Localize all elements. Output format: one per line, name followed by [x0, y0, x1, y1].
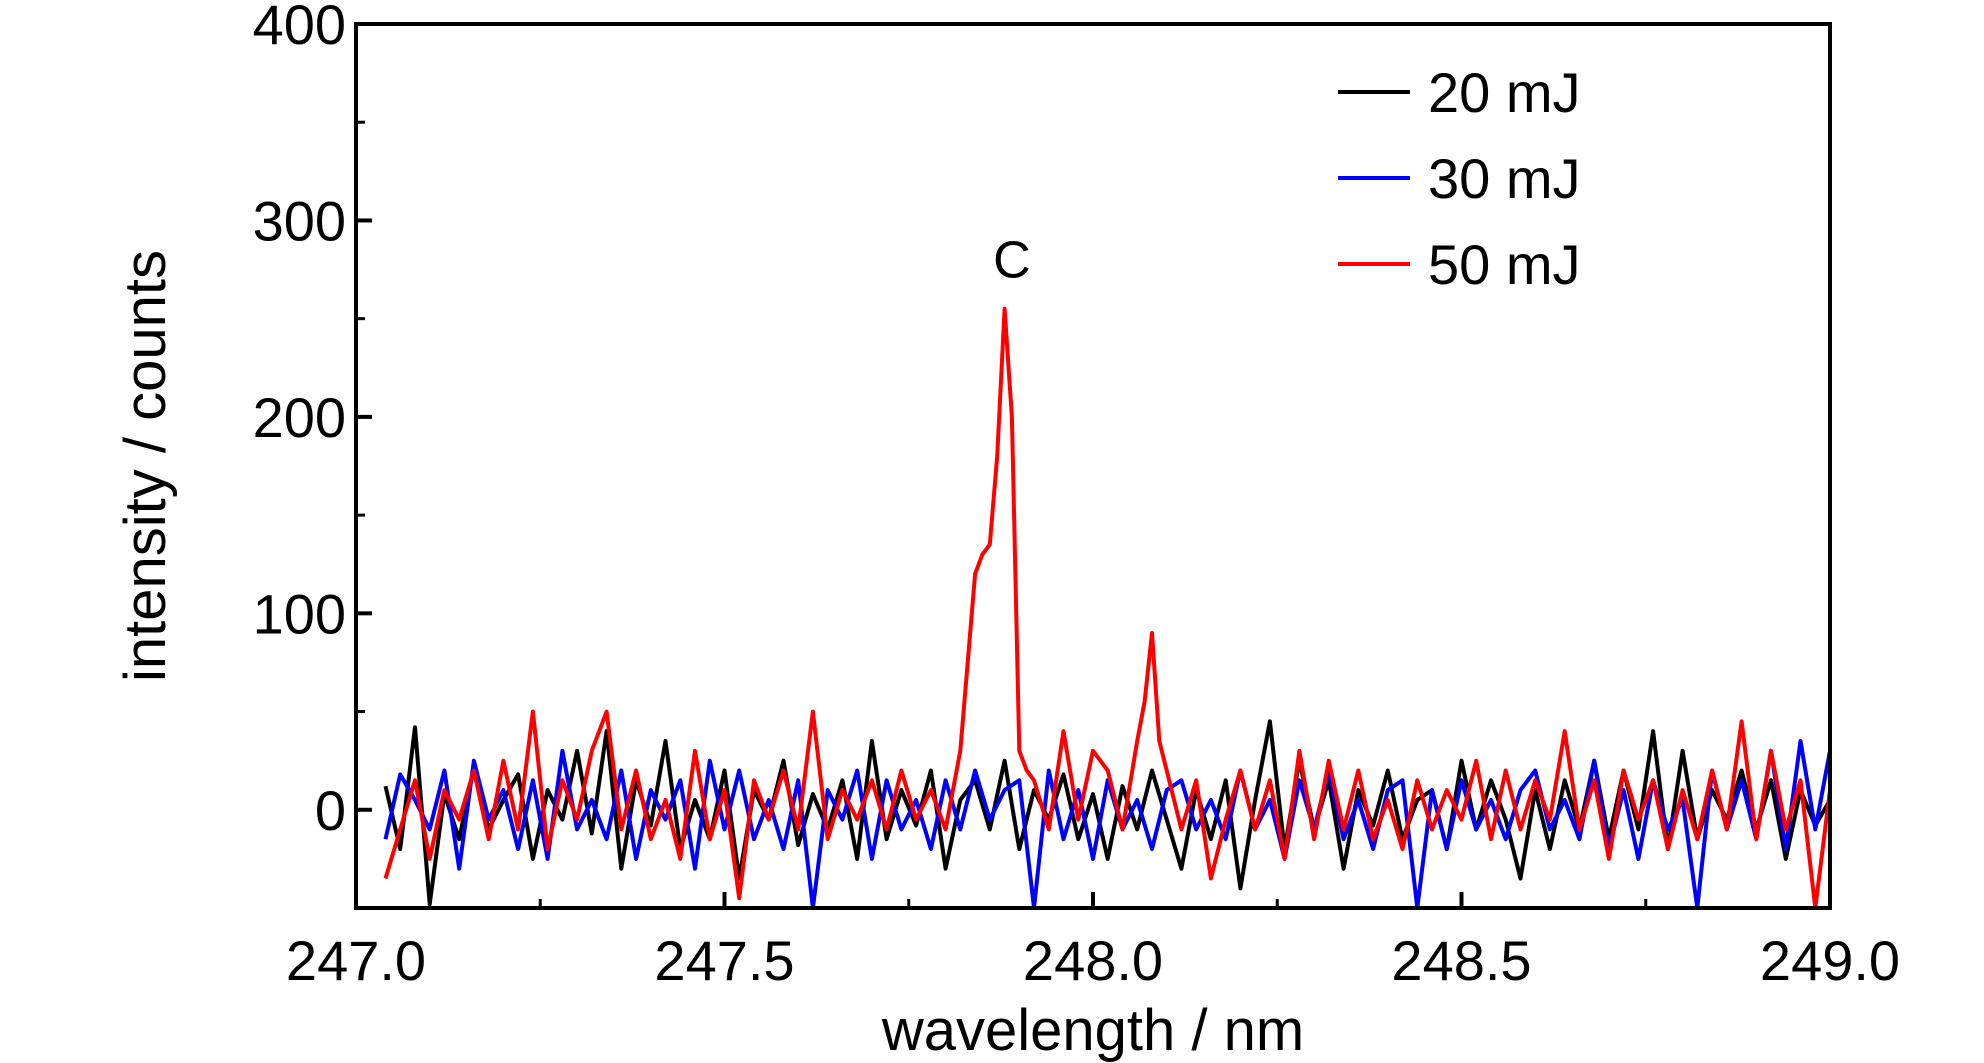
y-tick-label: 300: [253, 189, 346, 252]
x-tick-label: 248.5: [1391, 929, 1531, 992]
y-tick-label: 200: [253, 386, 346, 449]
legend: 20 mJ 30 mJ 50 mJ: [1338, 61, 1581, 296]
legend-label: 20 mJ: [1428, 61, 1581, 124]
x-tick-label: 247.0: [286, 929, 426, 992]
x-axis-title: wavelength / nm: [881, 998, 1304, 1063]
x-tick-label: 249.0: [1760, 929, 1900, 992]
y-tick-label: 400: [253, 0, 346, 56]
series-line-50-mj: [383, 306, 1830, 908]
y-tick-label: 100: [253, 582, 346, 645]
series-layer: [383, 306, 1830, 908]
y-axis-ticks: 0 100 200 300 400: [253, 0, 372, 842]
x-axis-ticks: 247.0 247.5 248.0 248.5 249.0: [286, 892, 1900, 992]
series-line-30-mj: [383, 739, 1830, 908]
legend-label: 30 mJ: [1428, 147, 1581, 210]
x-tick-label: 248.0: [1023, 929, 1163, 992]
x-tick-label: 247.5: [654, 929, 794, 992]
y-tick-label: 0: [315, 779, 346, 842]
y-axis-title: intensity / counts: [113, 250, 178, 682]
legend-label: 50 mJ: [1428, 233, 1581, 296]
peak-annotation-c: C: [993, 232, 1031, 290]
